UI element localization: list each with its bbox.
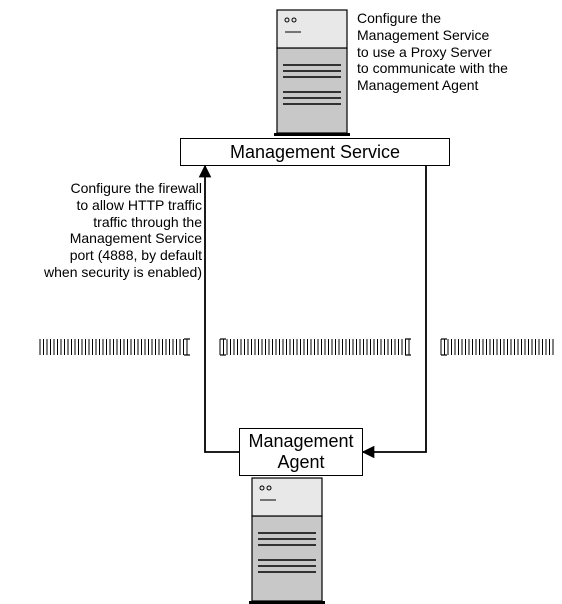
management-service-box: Management Service [180,138,450,166]
flow-arrows [205,166,426,452]
firewall-icon [40,339,553,355]
left-caption: Configure the firewall to allow HTTP tra… [42,180,202,281]
management-agent-box: Management Agent [239,428,363,476]
top-caption: Configure the Management Service to use … [357,10,508,94]
management-agent-label: Management Agent [248,431,353,473]
management-service-label: Management Service [230,142,400,163]
top-server-icon [274,10,350,136]
bottom-server-icon [249,478,325,604]
